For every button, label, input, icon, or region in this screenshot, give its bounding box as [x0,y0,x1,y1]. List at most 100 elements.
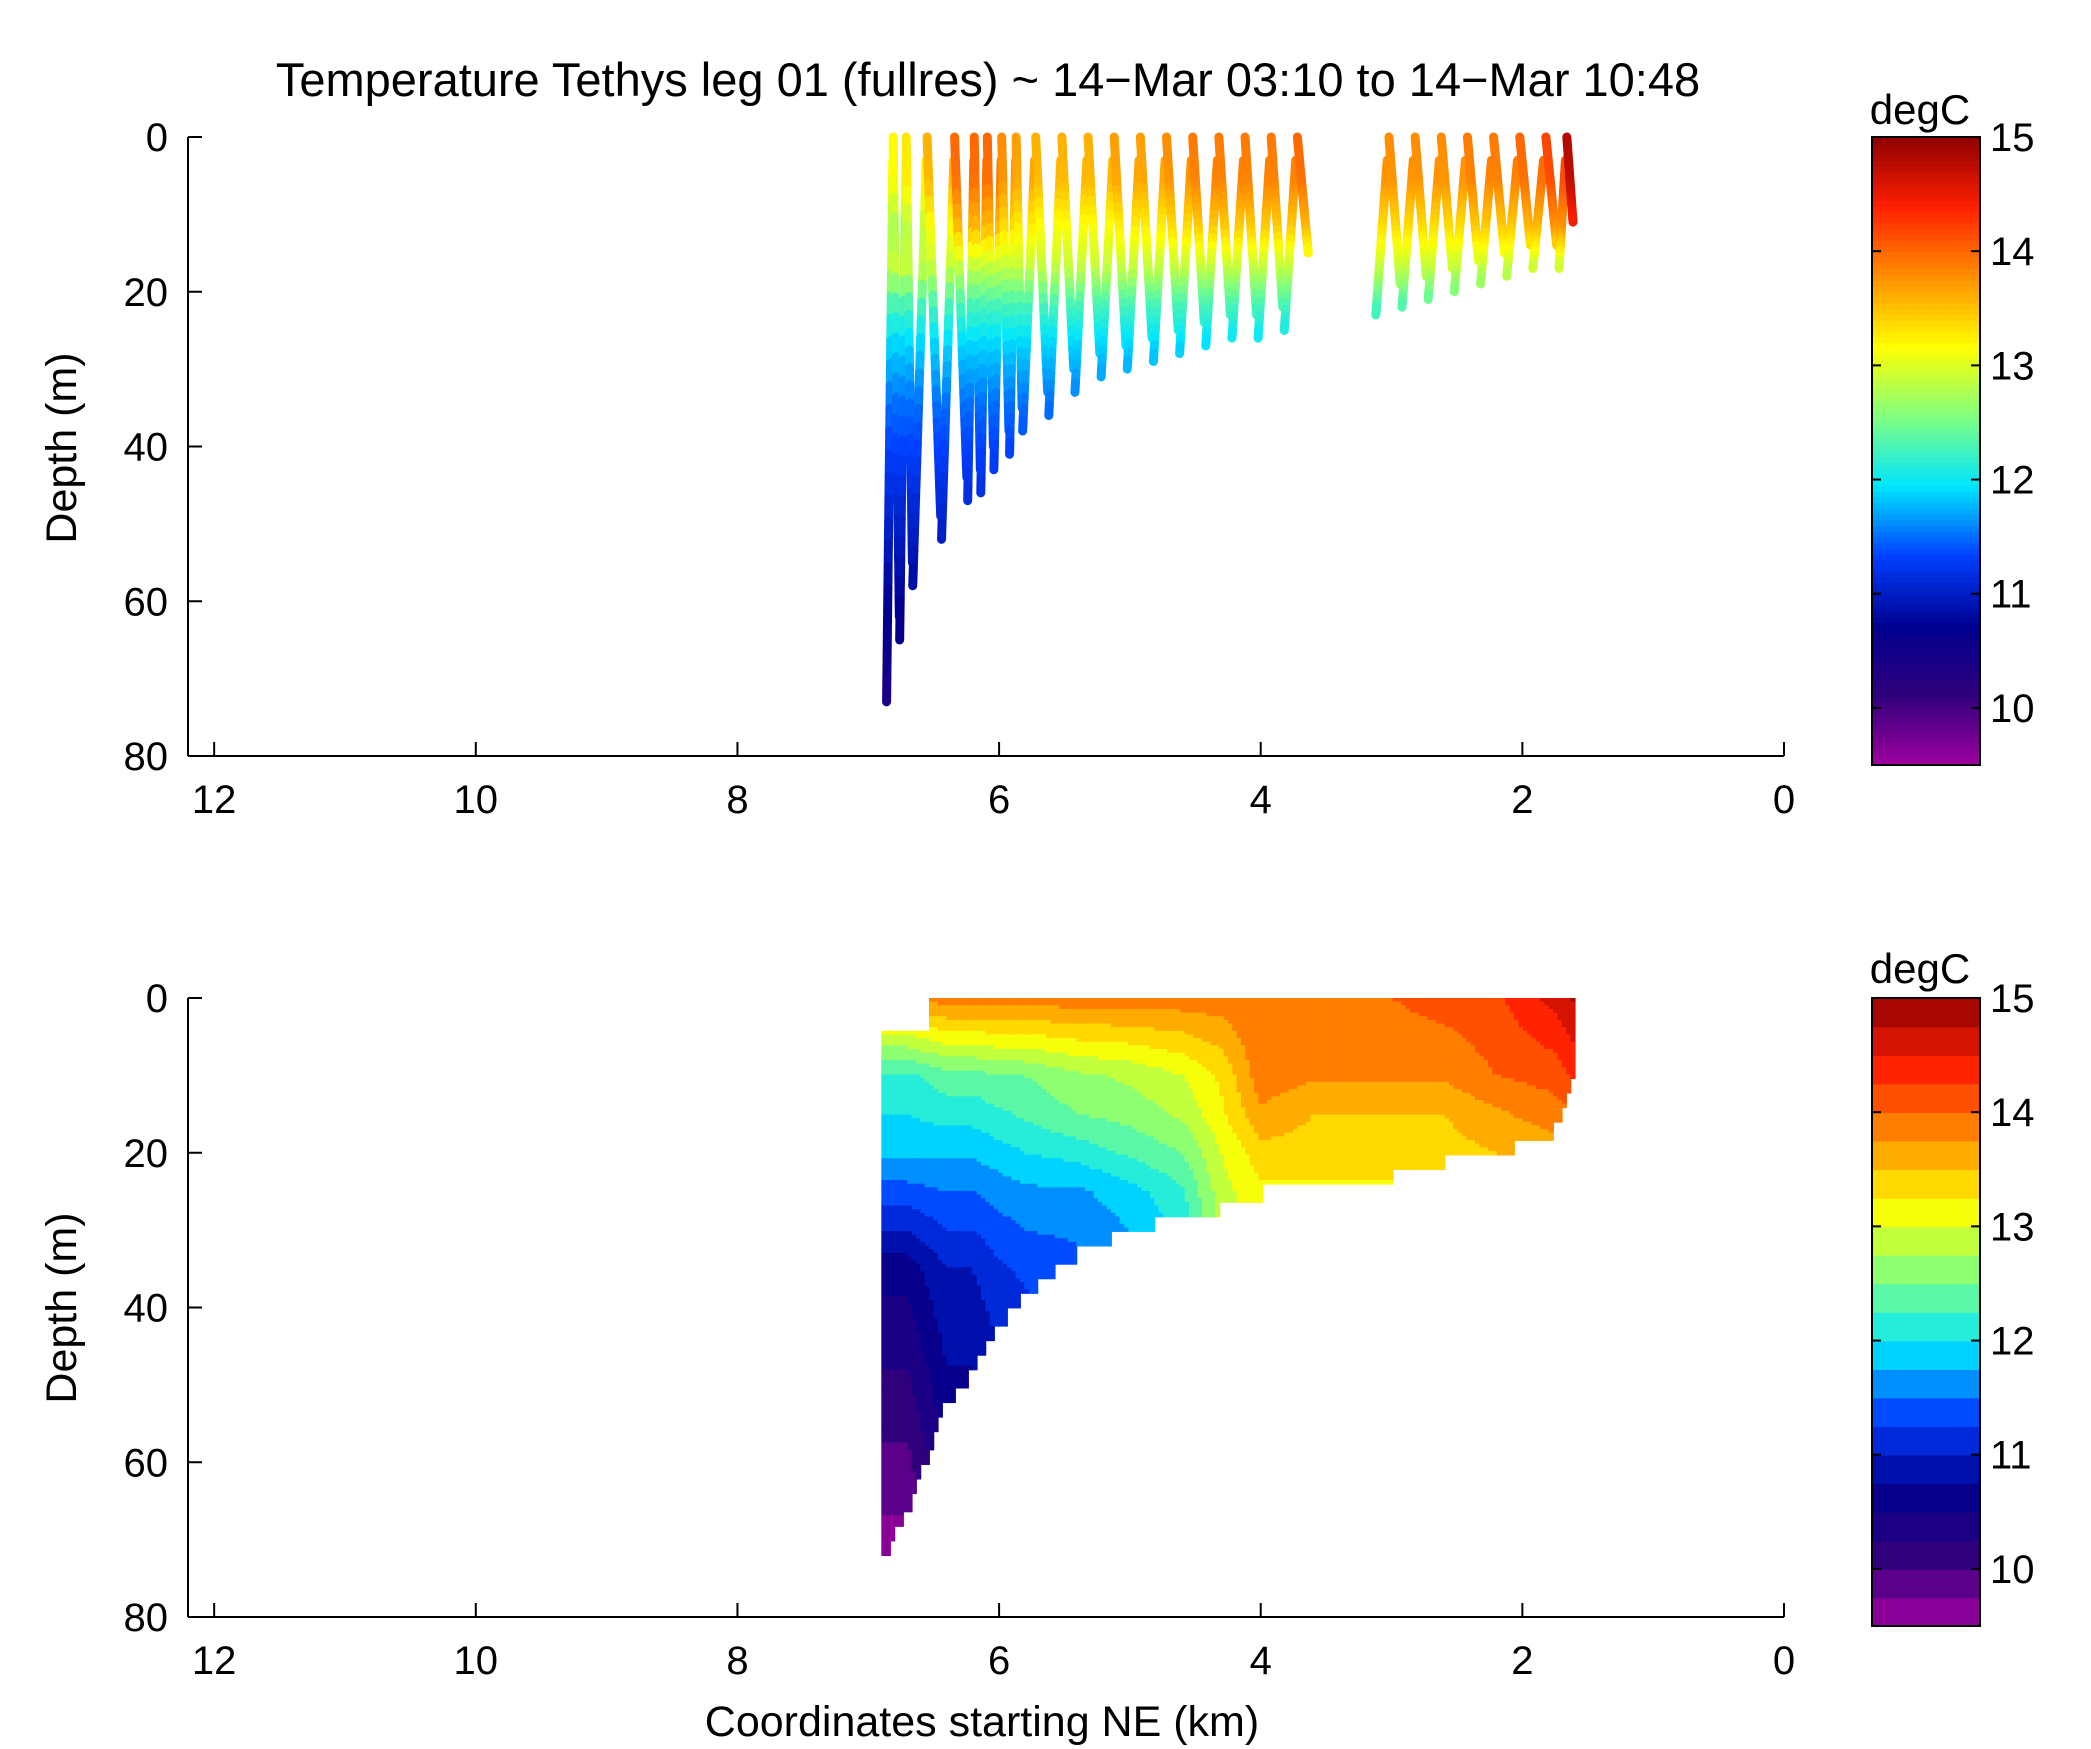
top-colorbar-band [1872,234,1980,241]
contour-cell [885,1201,891,1207]
contour-cell [890,1373,896,1378]
contour-cell [881,1056,887,1061]
contour-cell [890,1231,896,1236]
contour-cell [881,1300,887,1305]
contour-cell [881,1445,887,1451]
contour-cell [894,1311,900,1316]
contour-cell [894,1041,900,1047]
contour-cell [890,1518,896,1524]
top-colorbar-band [1872,530,1980,538]
contour-cell [898,1118,904,1123]
contour-cell [890,1165,896,1171]
contour-cell [894,1110,900,1116]
contour-cell [890,1099,896,1105]
contour-cell [885,1431,891,1436]
contour-cell [885,1103,891,1109]
contour-cell [1002,1322,1008,1327]
contour-cell [885,1358,891,1364]
contour-cell [898,1038,904,1043]
top-colorbar-band [1872,137,1980,144]
contour-cell [898,1318,904,1323]
contour-cell [881,1325,887,1331]
contour-cell [894,1511,900,1516]
contour-cell [981,1351,987,1356]
contour-cell [885,1078,891,1083]
contour-cell [881,1198,887,1203]
contour-cell [890,1187,896,1192]
contour-cell [894,1314,900,1320]
contour-cell [894,1198,900,1203]
contour-cell [898,1052,904,1058]
contour-cell [898,1078,904,1083]
contour-cell [881,1154,887,1160]
top-x-tick-label: 2 [1511,778,1533,822]
top-colorbar-band [1872,388,1980,395]
contour-cell [885,1420,891,1425]
contour-cell [881,1143,887,1149]
contour-cell [890,1096,896,1101]
contour-cell [898,1285,904,1291]
contour-cell [890,1078,896,1083]
contour-cell [898,1351,904,1356]
contour-cell [894,1118,900,1123]
contour-cell [885,1311,891,1316]
top-colorbar-band [1872,536,1980,544]
top-colorbar-band [1872,519,1980,527]
contour-cell [894,1089,900,1094]
contour-cell [885,1373,891,1378]
contour-cell [894,1365,900,1371]
top-colorbar-band [1872,433,1980,441]
contour-cell [890,1223,896,1229]
contour-cell [890,1456,896,1462]
top-y-tick-label: 80 [124,735,169,779]
contour-cell [890,1285,896,1291]
contour-cell [890,1460,896,1465]
contour-cell [890,1416,896,1422]
contour-cell [890,1431,896,1436]
contour-cell [881,1190,887,1196]
contour-cell [885,1096,891,1101]
contour-cell [894,1078,900,1083]
contour-cell [894,1231,900,1236]
contour-cell [890,1238,896,1243]
contour-cell [890,1081,896,1087]
contour-cell [881,1500,887,1506]
contour-cell [881,1354,887,1360]
contour-cell [890,1263,896,1269]
contour-cell [885,1172,891,1178]
contour-cell [898,1158,904,1163]
contour-cell [916,1474,922,1480]
contour-cell [885,1336,891,1342]
contour-cell [894,1343,900,1349]
contour-cell [885,1231,891,1236]
contour-cell [881,1387,887,1393]
contour-cell [898,1140,904,1145]
contour-cell [885,1070,891,1076]
contour-cell [885,1158,891,1163]
contour-cell [890,1252,896,1258]
contour-cell [881,1096,887,1101]
contour-cell [898,1089,904,1094]
top-y-tick-label: 0 [146,116,168,160]
top-colorbar-band [1872,679,1980,686]
contour-cell [890,1522,896,1527]
top-colorbar-band [1872,159,1980,167]
top-colorbar-band [1872,262,1980,270]
contour-cell [894,1121,900,1127]
contour-cell [894,1427,900,1433]
top-colorbar-band [1872,719,1980,726]
contour-cell [894,1034,900,1039]
contour-cell [885,1383,891,1389]
contour-cell [881,1081,887,1087]
contour-cell [890,1311,896,1316]
contour-cell [885,1194,891,1200]
contour-cell [881,1507,887,1513]
contour-cell [890,1376,896,1382]
contour-cell [898,1110,904,1116]
top-colorbar-band [1872,313,1980,321]
contour-cell [885,1198,891,1203]
contour-cell [890,1303,896,1309]
top-colorbar-tick-label: 10 [1990,687,2035,731]
contour-cell [885,1067,891,1072]
contour-cell [881,1540,887,1546]
